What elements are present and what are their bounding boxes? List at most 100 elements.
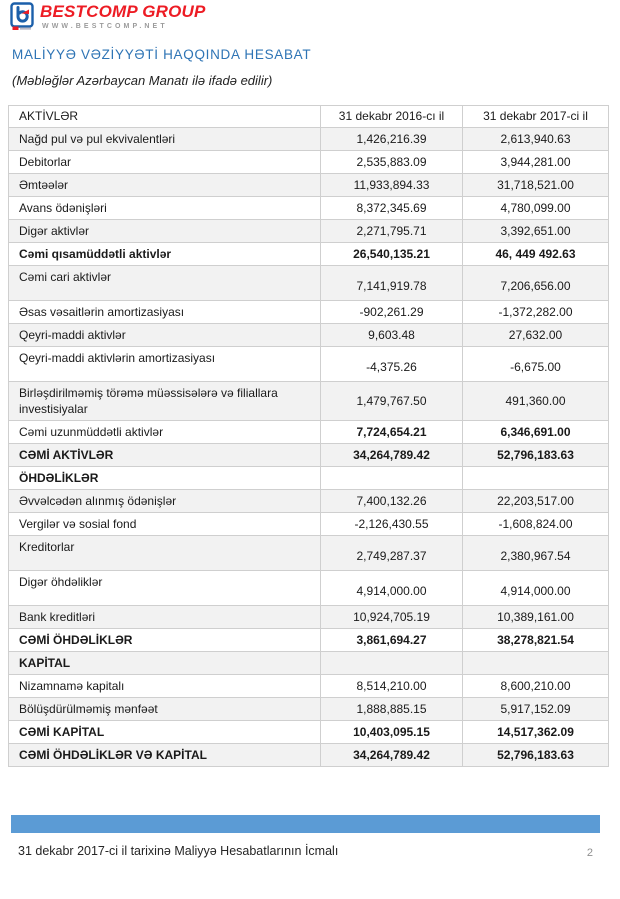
value-2016: 2,271,795.71 xyxy=(320,219,463,243)
page-subtitle: (Məbləğlər Azərbaycan Manatı ilə ifadə e… xyxy=(12,73,273,88)
table-row: Debitorlar 2,535,883.09 3,944,281.00 xyxy=(8,150,609,174)
row-label: Digər öhdəliklər xyxy=(8,570,321,606)
table-row: Qeyri-maddi aktivlər 9,603.48 27,632.00 xyxy=(8,323,609,347)
row-label: Əvvəlcədən alınmış ödənişlər xyxy=(8,489,321,513)
value-2017: 491,360.00 xyxy=(462,381,609,421)
company-logo: BESTCOMP GROUP WWW.BESTCOMP.NET xyxy=(10,2,206,31)
value-2016: 26,540,135.21 xyxy=(320,242,463,266)
table-row: Əmtəələr 11,933,894.33 31,718,521.00 xyxy=(8,173,609,197)
value-2016: 7,141,919.78 xyxy=(320,265,463,301)
value-2017: 31,718,521.00 xyxy=(462,173,609,197)
table-row: CƏMİ ÖHDƏLİKLƏR VƏ KAPİTAL 34,264,789.42 5… xyxy=(8,743,609,767)
value-2017: -1,608,824.00 xyxy=(462,512,609,536)
row-label: Digər aktivlər xyxy=(8,219,321,243)
row-label: Nağd pul və pul ekvivalentləri xyxy=(8,127,321,151)
table-header-row: AKTİVLƏR 31 dekabr 2016-cı il 31 dekabr … xyxy=(8,105,609,128)
company-website: WWW.BESTCOMP.NET xyxy=(42,23,168,30)
table-row: Kreditorlar 2,749,287.37 2,380,967.54 xyxy=(8,535,609,571)
column-header-assets: AKTİVLƏR xyxy=(8,105,321,128)
table-row: Digər aktivlər 2,271,795.71 3,392,651.00 xyxy=(8,219,609,243)
row-label: CƏMİ ÖHDƏLİKLƏR VƏ KAPİTAL xyxy=(8,743,321,767)
row-label: Avans ödənişləri xyxy=(8,196,321,220)
column-header-2017: 31 dekabr 2017-ci il xyxy=(462,105,609,128)
value-2016: 2,535,883.09 xyxy=(320,150,463,174)
value-2016: 34,264,789.42 xyxy=(320,743,463,767)
value-2016: 1,888,885.15 xyxy=(320,697,463,721)
value-2017 xyxy=(462,651,609,675)
value-2017 xyxy=(462,466,609,490)
value-2016: 4,914,000.00 xyxy=(320,570,463,606)
value-2016: 7,400,132.26 xyxy=(320,489,463,513)
column-header-2016: 31 dekabr 2016-cı il xyxy=(320,105,463,128)
row-label: Nizamnamə kapitalı xyxy=(8,674,321,698)
value-2016: 9,603.48 xyxy=(320,323,463,347)
row-label: Kreditorlar xyxy=(8,535,321,571)
row-label: Əsas vəsaitlərin amortizasiyası xyxy=(8,300,321,324)
value-2017: 8,600,210.00 xyxy=(462,674,609,698)
value-2016: 1,426,216.39 xyxy=(320,127,463,151)
table-row: Əsas vəsaitlərin amortizasiyası -902,261.… xyxy=(8,300,609,324)
row-label: Birləşdirilməmiş törəmə müəssisələrə və … xyxy=(8,381,321,421)
value-2016: 11,933,894.33 xyxy=(320,173,463,197)
company-name: BESTCOMP GROUP xyxy=(40,2,206,21)
value-2017: 46, 449 492.63 xyxy=(462,242,609,266)
table-row: Nağd pul və pul ekvivalentləri 1,426,216.… xyxy=(8,127,609,151)
row-label: Cəmi uzunmüddətli aktivlər xyxy=(8,420,321,444)
page-number: 2 xyxy=(586,847,593,859)
table-row: Bank kreditləri 10,924,705.19 10,389,161.0… xyxy=(8,605,609,629)
value-2016 xyxy=(320,651,463,675)
value-2016: -4,375.26 xyxy=(320,346,463,382)
footer-accent-bar xyxy=(11,815,600,833)
table-row: KAPİTAL xyxy=(8,651,609,675)
row-label: Əmtəələr xyxy=(8,173,321,197)
value-2016: -902,261.29 xyxy=(320,300,463,324)
value-2017: 27,632.00 xyxy=(462,323,609,347)
value-2017: 2,613,940.63 xyxy=(462,127,609,151)
table-row: CƏMİ KAPİTAL 10,403,095.15 14,517,362.09 xyxy=(8,720,609,744)
table-row: CƏMİ ÖHDƏLİKLƏR 3,861,694.27 38,278,821.54 xyxy=(8,628,609,652)
value-2017: 4,914,000.00 xyxy=(462,570,609,606)
row-label: CƏMİ AKTİVLƏR xyxy=(8,443,321,467)
bestcomp-logo-icon xyxy=(10,2,34,30)
value-2017: -1,372,282.00 xyxy=(462,300,609,324)
page-title: MALİYYƏ VƏZİYYƏTİ HAQQINDA HESABAT xyxy=(12,47,312,62)
value-2016: 1,479,767.50 xyxy=(320,381,463,421)
table-row: CƏMİ AKTİVLƏR 34,264,789.42 52,796,183.63 xyxy=(8,443,609,467)
table-row: Cəmi qısamüddətli aktivlər 26,540,135.21 4… xyxy=(8,242,609,266)
row-label: Qeyri-maddi aktivlərin amortizasiyası xyxy=(8,346,321,382)
table-row: Əvvəlcədən alınmış ödənişlər 7,400,132.26… xyxy=(8,489,609,513)
value-2017: 22,203,517.00 xyxy=(462,489,609,513)
value-2017: 2,380,967.54 xyxy=(462,535,609,571)
value-2016 xyxy=(320,466,463,490)
value-2017: 10,389,161.00 xyxy=(462,605,609,629)
row-label: Vergilər və sosial fond xyxy=(8,512,321,536)
value-2016: 10,924,705.19 xyxy=(320,605,463,629)
table-row: Bölüşdürülməmiş mənfəət 1,888,885.15 5,917… xyxy=(8,697,609,721)
table-row: Avans ödənişləri 8,372,345.69 4,780,099.00 xyxy=(8,196,609,220)
value-2016: 10,403,095.15 xyxy=(320,720,463,744)
value-2017: 5,917,152.09 xyxy=(462,697,609,721)
value-2016: 7,724,654.21 xyxy=(320,420,463,444)
logo-text-block: BESTCOMP GROUP WWW.BESTCOMP.NET xyxy=(40,2,206,30)
row-label: Cəmi cari aktivlər xyxy=(8,265,321,301)
value-2017: 7,206,656.00 xyxy=(462,265,609,301)
row-label: CƏMİ ÖHDƏLİKLƏR xyxy=(8,628,321,652)
value-2017: -6,675.00 xyxy=(462,346,609,382)
table-row: Cəmi uzunmüddətli aktivlər 7,724,654.21 6,… xyxy=(8,420,609,444)
value-2016: -2,126,430.55 xyxy=(320,512,463,536)
value-2017: 3,392,651.00 xyxy=(462,219,609,243)
value-2017: 38,278,821.54 xyxy=(462,628,609,652)
row-label: Bölüşdürülməmiş mənfəət xyxy=(8,697,321,721)
value-2016: 2,749,287.37 xyxy=(320,535,463,571)
table-row: Nizamnamə kapitalı 8,514,210.00 8,600,210.… xyxy=(8,674,609,698)
table-row: Qeyri-maddi aktivlərin amortizasiyası -4,… xyxy=(8,346,609,382)
value-2017: 6,346,691.00 xyxy=(462,420,609,444)
row-label: Debitorlar xyxy=(8,150,321,174)
value-2017: 52,796,183.63 xyxy=(462,743,609,767)
row-label: CƏMİ KAPİTAL xyxy=(8,720,321,744)
table-row: Digər öhdəliklər 4,914,000.00 4,914,000.00 xyxy=(8,570,609,606)
row-label: Qeyri-maddi aktivlər xyxy=(8,323,321,347)
value-2016: 3,861,694.27 xyxy=(320,628,463,652)
row-label: KAPİTAL xyxy=(8,651,321,675)
